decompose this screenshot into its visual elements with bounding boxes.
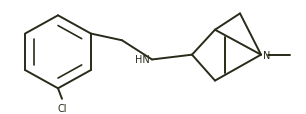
Text: HN: HN xyxy=(135,55,150,65)
Text: Cl: Cl xyxy=(57,103,67,113)
Text: N: N xyxy=(263,50,271,60)
